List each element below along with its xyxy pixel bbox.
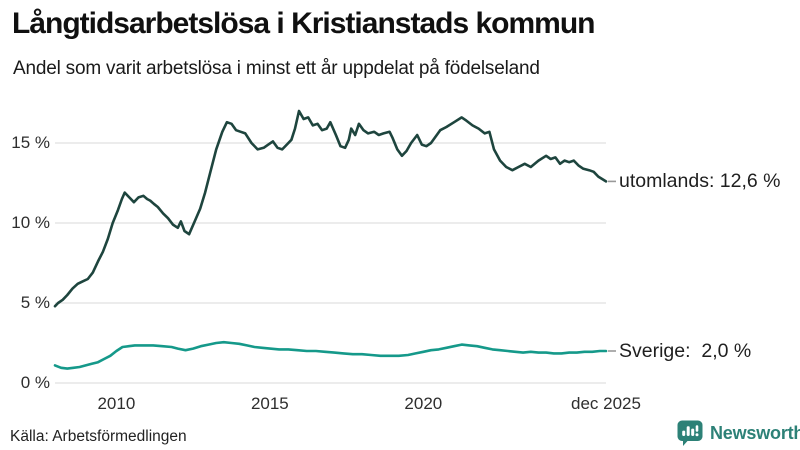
- chart-title: Långtidsarbetslösa i Kristianstads kommu…: [12, 7, 595, 40]
- y-tick-label: 5 %: [20, 293, 50, 312]
- chart-subtitle: Andel som varit arbetslösa i minst ett å…: [13, 58, 540, 79]
- newsworthy-wordmark: Newsworthy: [710, 423, 800, 443]
- x-tick-label: 2020: [404, 394, 443, 413]
- series-line-sverige: [53, 340, 608, 370]
- series-label-sverige: Sverige: 2,0 %: [619, 340, 752, 362]
- series-line-utomlands: [53, 109, 608, 308]
- source-note: Källa: Arbetsförmedlingen: [10, 428, 187, 445]
- x-tick-label: dec 2025: [571, 394, 641, 413]
- newsworthy-logo: Newsworthy: [677, 420, 800, 447]
- series-label-utomlands: utomlands: 12,6 %: [619, 170, 781, 193]
- x-tick-label: 2010: [97, 394, 136, 413]
- y-tick-label: 15 %: [11, 133, 50, 152]
- y-tick-label: 0 %: [20, 373, 50, 392]
- x-tick-label: 2015: [250, 394, 289, 413]
- newsworthy-bars-icon: [677, 420, 703, 446]
- y-tick-label: 10 %: [11, 213, 50, 232]
